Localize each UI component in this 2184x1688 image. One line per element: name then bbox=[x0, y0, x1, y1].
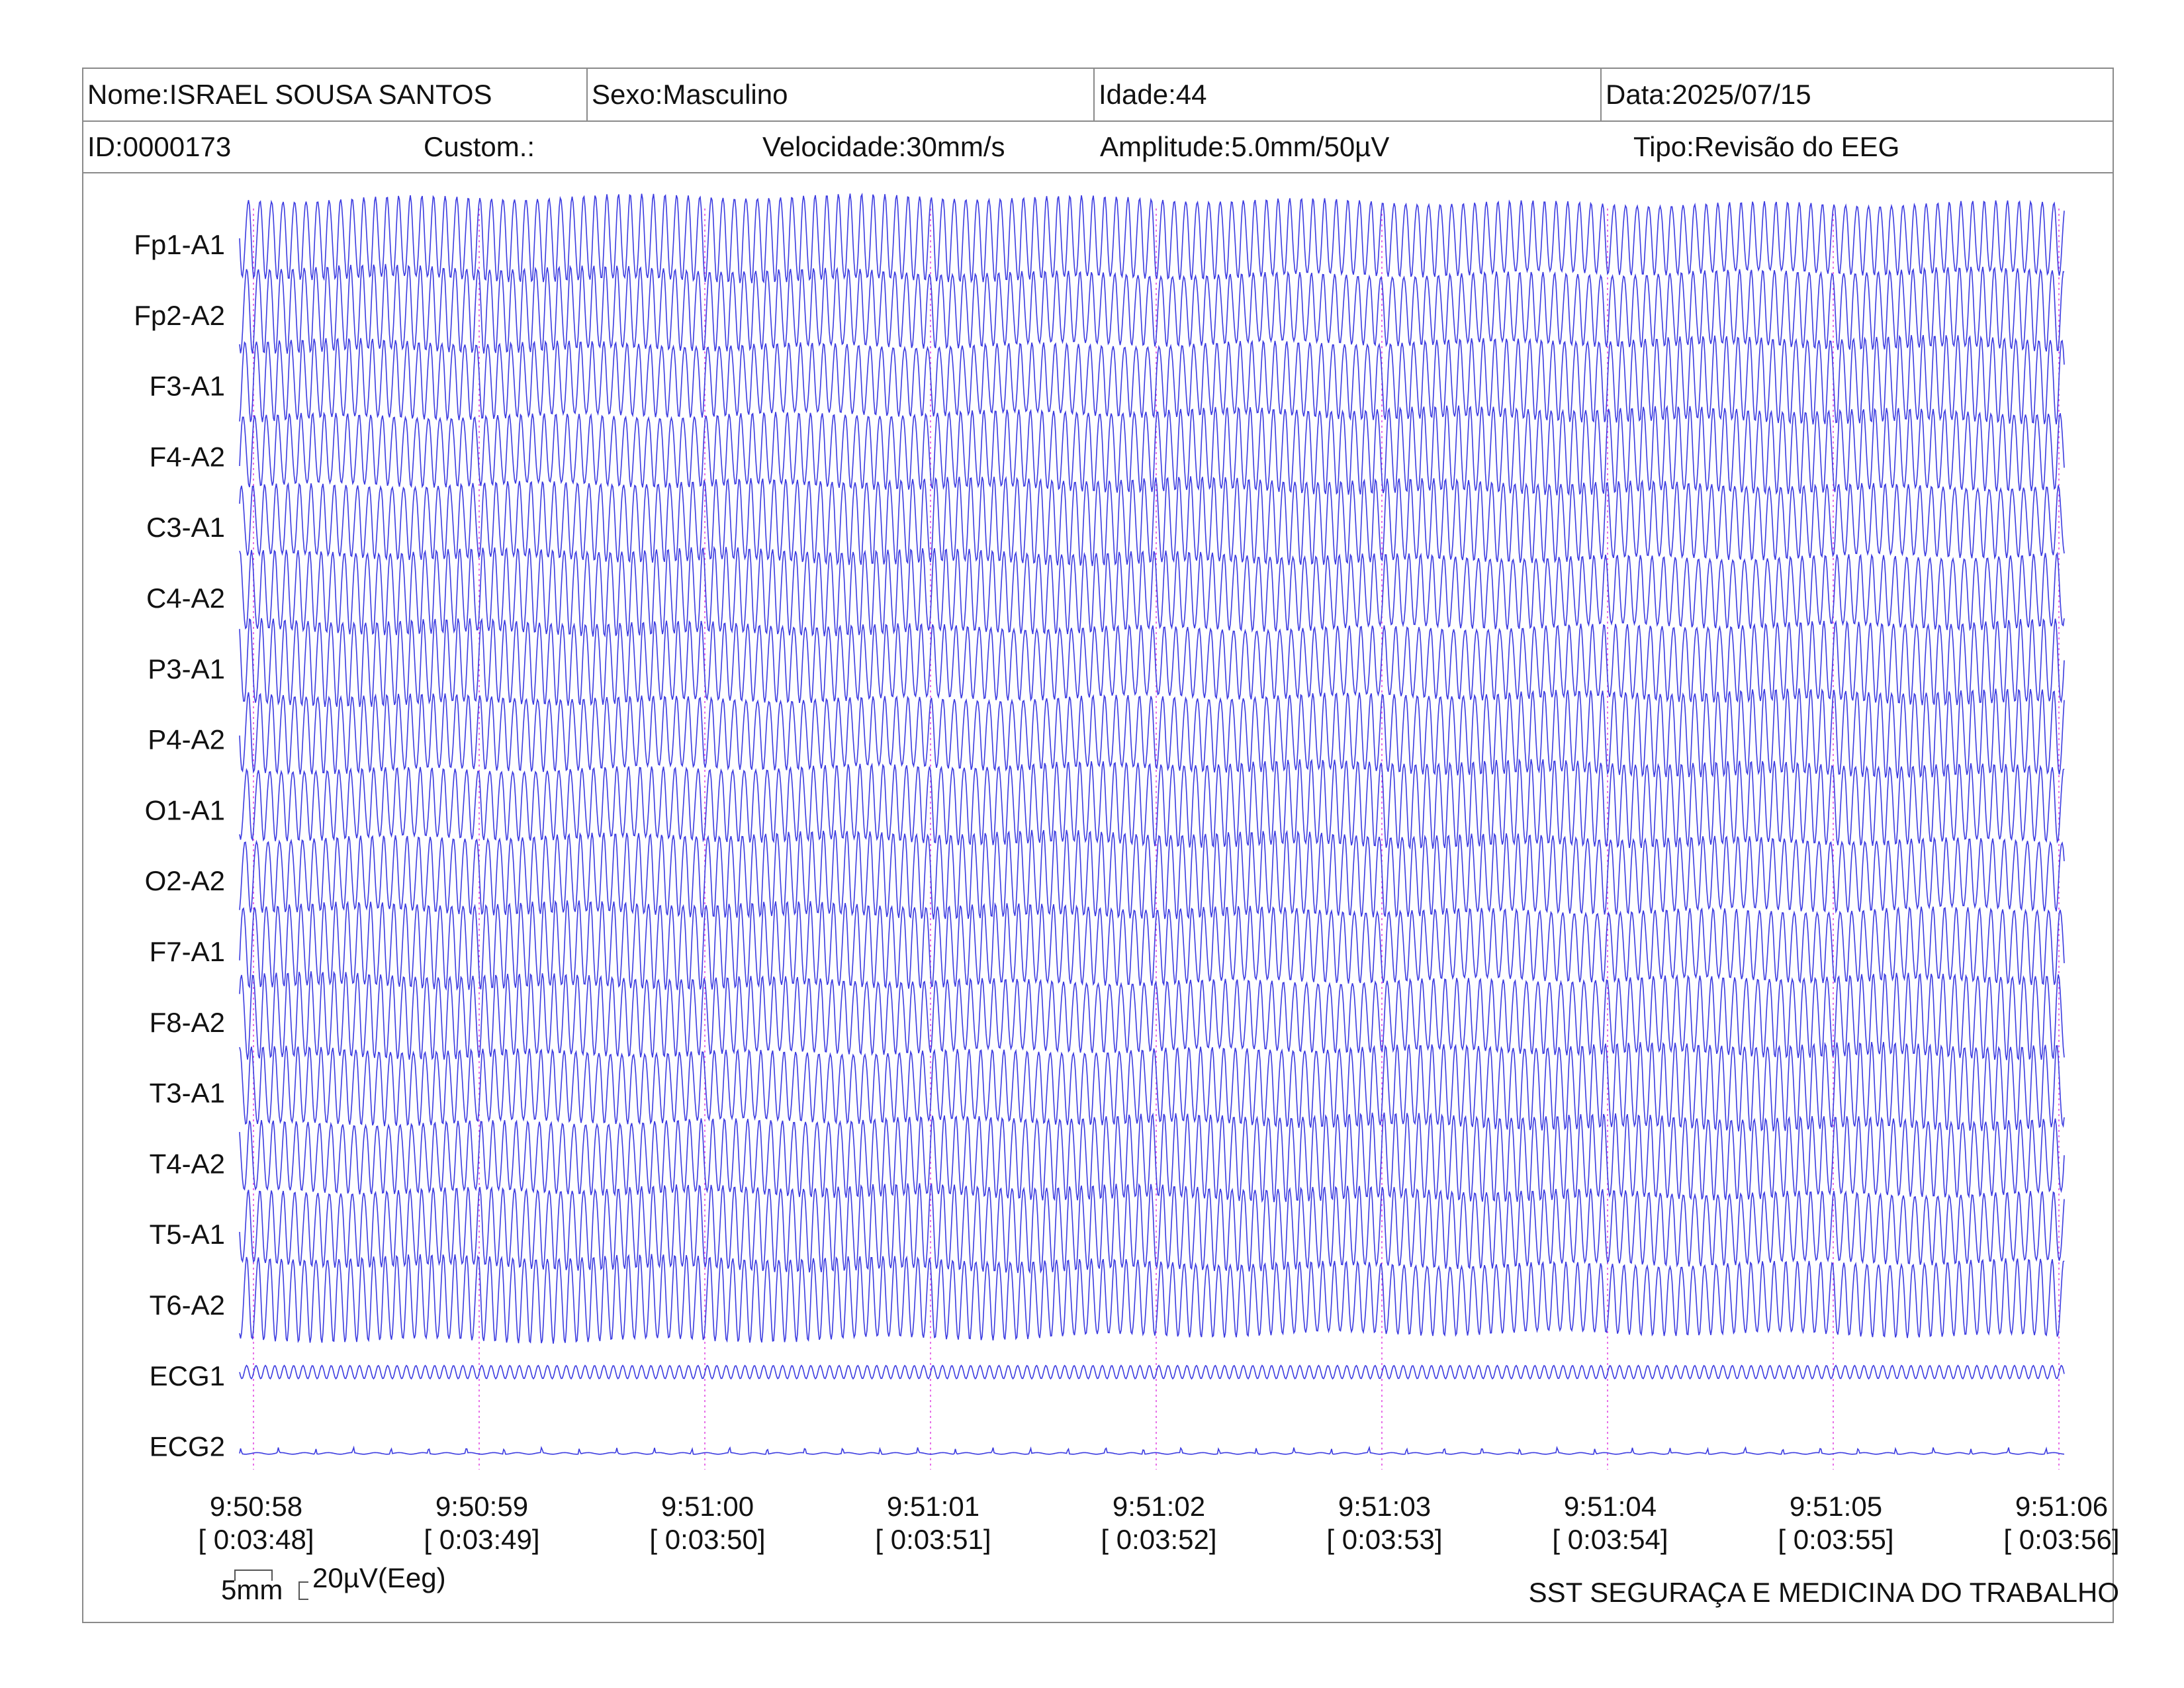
time-tick-elapsed: [ 0:03:50] bbox=[649, 1524, 765, 1555]
time-tick-clock: 9:51:02 bbox=[1113, 1491, 1205, 1522]
scale-uv-label: 20µV(Eeg) bbox=[312, 1562, 446, 1593]
speed-setting: Velocidade:30mm/s bbox=[762, 131, 1005, 162]
patient-age: Idade:44 bbox=[1093, 69, 1600, 120]
time-tick-clock: 9:51:04 bbox=[1564, 1491, 1657, 1522]
time-tick-clock: 9:50:58 bbox=[210, 1491, 302, 1522]
company-name: SST SEGURAÇA E MEDICINA DO TRABALHO bbox=[1528, 1577, 2119, 1608]
channel-label: P3-A1 bbox=[148, 653, 225, 684]
time-tick-elapsed: [ 0:03:53] bbox=[1326, 1524, 1442, 1555]
channel-trace-fp1-a1 bbox=[239, 192, 2065, 284]
channel-trace-t5-a1 bbox=[239, 1182, 2065, 1274]
channel-label: F4-A2 bbox=[150, 441, 225, 472]
channel-trace-c3-a1 bbox=[239, 475, 2065, 567]
channel-trace-fp2-a2 bbox=[239, 263, 2065, 354]
time-tick-elapsed: [ 0:03:52] bbox=[1101, 1524, 1216, 1555]
custom-field: Custom.: bbox=[424, 131, 535, 162]
time-tick-elapsed: [ 0:03:56] bbox=[2003, 1524, 2119, 1555]
recording-info-row: ID:0000173 Custom.: Velocidade:30mm/s Am… bbox=[83, 122, 2113, 173]
channel-label: F8-A2 bbox=[150, 1007, 225, 1038]
channel-label: T3-A1 bbox=[150, 1078, 225, 1109]
channel-trace-p3-a1 bbox=[239, 618, 2065, 708]
patient-info-row: Nome:ISRAEL SOUSA SANTOS Sexo:Masculino … bbox=[83, 69, 2113, 122]
channel-trace-f7-a1 bbox=[239, 900, 2065, 991]
channel-trace-t6-a2 bbox=[239, 1254, 2065, 1344]
channel-label: P4-A2 bbox=[148, 724, 225, 755]
channel-label: F7-A1 bbox=[150, 936, 225, 967]
channel-trace-c4-a2 bbox=[239, 545, 2065, 638]
channel-trace-t4-a2 bbox=[239, 1112, 2065, 1203]
channel-trace-f4-a2 bbox=[239, 404, 2065, 496]
time-tick-clock: 9:50:59 bbox=[435, 1491, 528, 1522]
channel-label: Fp1-A1 bbox=[134, 229, 225, 260]
channel-label: ECG2 bbox=[150, 1431, 225, 1462]
time-tick-elapsed: [ 0:03:54] bbox=[1552, 1524, 1668, 1555]
time-tick-elapsed: [ 0:03:51] bbox=[875, 1524, 991, 1555]
channel-label: T5-A1 bbox=[150, 1219, 225, 1250]
channel-label: T6-A2 bbox=[150, 1289, 225, 1321]
patient-name: Nome:ISRAEL SOUSA SANTOS bbox=[87, 79, 492, 110]
channel-label: C3-A1 bbox=[146, 512, 225, 543]
time-tick-elapsed: [ 0:03:49] bbox=[424, 1524, 539, 1555]
report-frame: Nome:ISRAEL SOUSA SANTOS Sexo:Masculino … bbox=[82, 68, 2114, 1623]
channel-label: ECG1 bbox=[150, 1360, 225, 1391]
time-tick-clock: 9:51:03 bbox=[1338, 1491, 1431, 1522]
channel-trace-ecg1 bbox=[239, 1364, 2065, 1380]
patient-sex: Sexo:Masculino bbox=[586, 69, 1093, 120]
exam-date: Data:2025/07/15 bbox=[1600, 69, 2114, 120]
channel-label: C4-A2 bbox=[146, 583, 225, 614]
channel-trace-ecg2 bbox=[239, 1445, 2065, 1455]
channel-label: T4-A2 bbox=[150, 1148, 225, 1179]
channel-trace-t3-a1 bbox=[239, 1041, 2065, 1132]
channel-label: Fp2-A2 bbox=[134, 300, 225, 331]
channel-trace-p4-a2 bbox=[239, 688, 2065, 778]
time-tick-clock: 9:51:05 bbox=[1790, 1491, 1882, 1522]
time-tick-elapsed: [ 0:03:48] bbox=[198, 1524, 314, 1555]
channel-trace-o1-a1 bbox=[239, 758, 2065, 850]
patient-id: ID:0000173 bbox=[87, 131, 232, 162]
review-type: Tipo:Revisão do EEG bbox=[1633, 131, 1900, 162]
amplitude-setting: Amplitude:5.0mm/50µV bbox=[1100, 131, 1390, 162]
channel-label: O2-A2 bbox=[145, 865, 225, 896]
channel-label: F3-A1 bbox=[150, 371, 225, 402]
time-tick-clock: 9:51:00 bbox=[661, 1491, 754, 1522]
time-tick-clock: 9:51:06 bbox=[2015, 1491, 2108, 1522]
time-tick-elapsed: [ 0:03:55] bbox=[1778, 1524, 1893, 1555]
channel-trace-f3-a1 bbox=[239, 334, 2065, 425]
scale-mm-label: 5mm bbox=[221, 1574, 283, 1605]
channel-label: O1-A1 bbox=[145, 794, 225, 825]
time-tick-clock: 9:51:01 bbox=[887, 1491, 979, 1522]
channel-trace-f8-a2 bbox=[239, 970, 2065, 1060]
channel-trace-o2-a2 bbox=[239, 829, 2065, 920]
